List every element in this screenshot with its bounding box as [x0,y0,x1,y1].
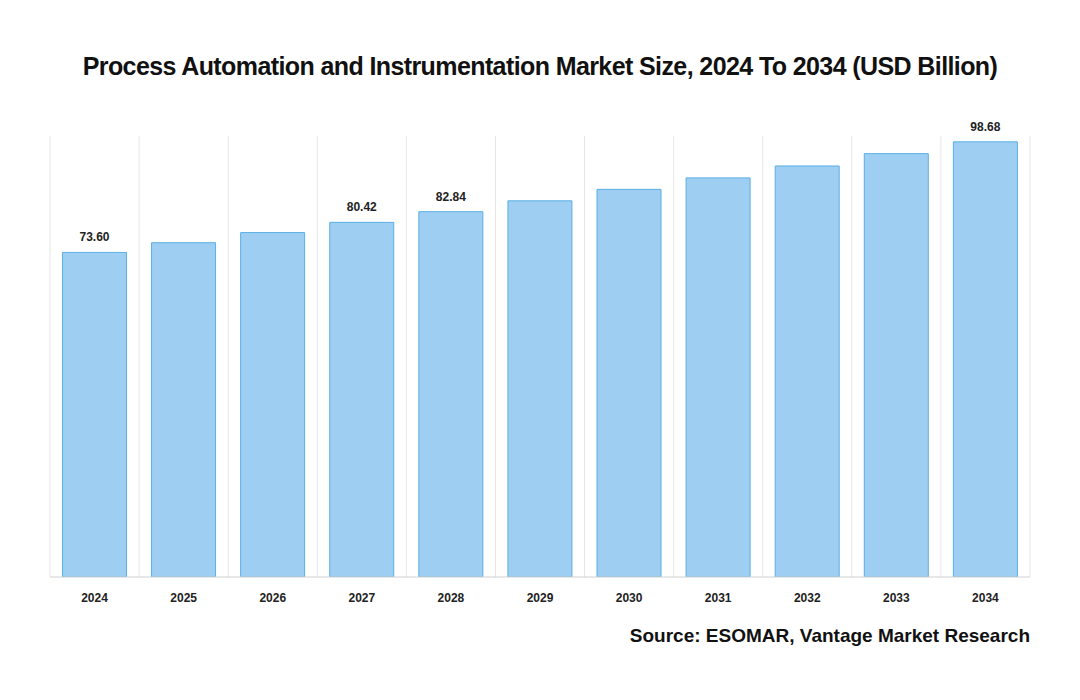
svg-text:2033: 2033 [883,591,910,605]
svg-text:2024: 2024 [81,591,108,605]
svg-text:80.42: 80.42 [347,200,377,214]
svg-text:2030: 2030 [616,591,643,605]
html-text:Process Automation and Instrum: Process Automation and Instrumentation M… [82,52,998,80]
svg-text:2031: 2031 [705,591,732,605]
svg-text:2026: 2026 [259,591,286,605]
svg-text:2032: 2032 [794,591,821,605]
svg-text:2027: 2027 [348,591,375,605]
svg-text:98.68: 98.68 [970,120,1000,134]
html-text:Source: ESOMAR, Vantage Market: Source: ESOMAR, Vantage Market Research [629,625,1030,646]
svg-text:2034: 2034 [972,591,999,605]
svg-text:73.60: 73.60 [79,230,109,244]
svg-text:2029: 2029 [527,591,554,605]
svg-text:2025: 2025 [170,591,197,605]
svg-text:2028: 2028 [438,591,465,605]
svg-text:82.84: 82.84 [436,190,466,204]
